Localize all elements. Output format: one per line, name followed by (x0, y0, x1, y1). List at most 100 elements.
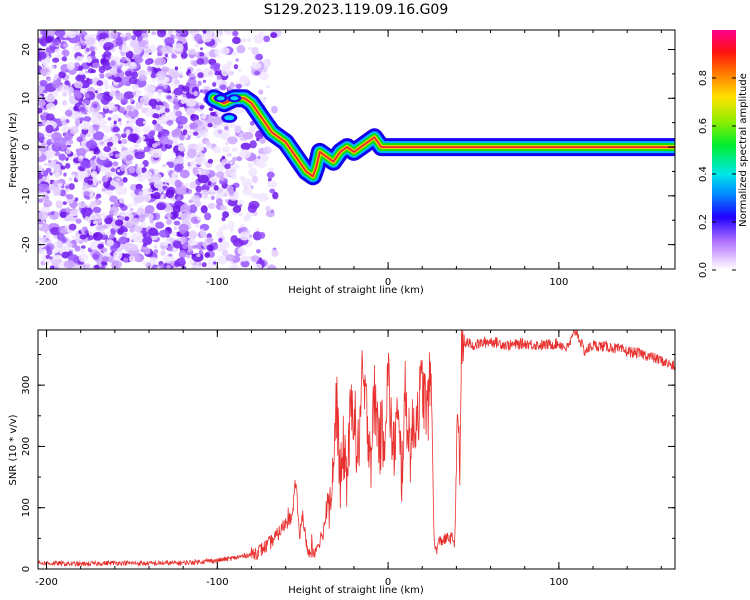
speckle-mark (152, 143, 158, 148)
speckle-mark (151, 105, 157, 110)
speckle-mark (171, 171, 179, 180)
speckle-mark (110, 229, 116, 236)
speckle-mark (196, 58, 205, 65)
speckle-mark (92, 206, 102, 214)
speckle-mark (173, 87, 183, 96)
speckle-mark (188, 204, 198, 214)
speckle-mark (147, 65, 152, 72)
speckle-mark (220, 122, 227, 128)
y-tick-label: 100 (21, 498, 32, 517)
speckle-mark (95, 90, 98, 94)
speckle-mark (217, 54, 222, 58)
speckle-mark (38, 100, 46, 107)
speckle-mark (102, 94, 109, 100)
speckle-mark (125, 129, 131, 135)
speckle-mark (270, 32, 278, 39)
speckle-mark (79, 234, 87, 240)
speckle-mark (59, 227, 68, 234)
speckle-mark (83, 207, 94, 216)
speckle-mark (144, 59, 152, 66)
speckle-mark (99, 141, 104, 145)
speckle-mark (166, 218, 172, 225)
speckle-mark (258, 89, 264, 95)
speckle-mark (65, 207, 71, 213)
speckle-mark (248, 167, 258, 177)
speckle-mark (161, 66, 169, 73)
speckle-mark (131, 71, 139, 79)
speckle-mark (180, 212, 191, 223)
speckle-mark (130, 117, 136, 124)
snr-x-axis: -200 -100 0 100 (35, 330, 662, 588)
speckle-mark (224, 125, 229, 131)
speckle-mark (61, 121, 67, 126)
speckle-mark (69, 126, 79, 135)
speckle-mark (249, 140, 257, 149)
colorbar-gradient (712, 30, 736, 270)
ridge-blob-core (216, 96, 225, 101)
speckle-mark (68, 177, 73, 182)
speckle-mark (267, 177, 272, 182)
colorbar-label: Normalized spectral amplitude (738, 73, 749, 227)
speckle-mark (91, 165, 96, 171)
speckle-mark (46, 43, 50, 48)
speckle-mark (219, 84, 227, 91)
speckle-mark (101, 188, 107, 192)
speckle-mark (67, 86, 75, 95)
speckle-mark (109, 122, 114, 128)
speckle-mark (38, 239, 43, 245)
speckle-mark (66, 61, 75, 71)
speckle-mark (226, 152, 232, 157)
speckle-mark (256, 249, 261, 254)
speckle-mark (38, 150, 42, 157)
speckle-mark (78, 155, 84, 160)
speckle-mark (47, 212, 52, 216)
speckle-mark (116, 247, 123, 252)
speckle-mark (129, 61, 136, 68)
speckle-mark (127, 133, 139, 143)
x-tick-label: -200 (35, 577, 58, 588)
speckle-mark (229, 70, 235, 76)
speckle-mark (115, 177, 121, 182)
speckle-mark (115, 38, 124, 47)
speckle-mark (245, 212, 253, 219)
speckle-mark (38, 107, 43, 114)
speckle-mark (46, 190, 51, 194)
speckle-mark (200, 205, 208, 214)
speckle-mark (78, 253, 89, 263)
speckle-mark (225, 141, 228, 146)
speckle-mark (107, 117, 112, 121)
speckle-mark (42, 194, 50, 202)
speckle-mark (174, 35, 180, 40)
snr-panel: -200 -100 0 100 0 100 200 300 Height of straig… (8, 329, 676, 596)
speckle-mark (167, 30, 174, 35)
speckle-mark (195, 261, 200, 266)
speckle-mark (83, 116, 92, 122)
speckle-mark (92, 62, 101, 69)
speckle-mark (242, 131, 254, 140)
speckle-mark (155, 106, 161, 111)
speckle-mark (254, 263, 263, 269)
speckle-mark (107, 76, 113, 80)
speckle-mark (86, 77, 90, 82)
speckle-mark (150, 148, 163, 158)
speckle-mark (62, 100, 68, 106)
speckle-mark (42, 68, 45, 72)
speckle-mark (232, 36, 241, 45)
speckle-mark (108, 152, 114, 157)
speckle-mark (233, 64, 239, 70)
speckle-mark (93, 103, 98, 109)
speckle-mark (90, 69, 96, 74)
speckle-mark (199, 89, 204, 93)
speckle-mark (173, 103, 180, 110)
speckle-mark (130, 115, 136, 120)
speckle-mark (125, 154, 134, 161)
speckle-mark (44, 162, 48, 166)
speckle-mark (234, 125, 242, 134)
speckle-mark (102, 135, 108, 140)
speckle-mark (132, 30, 143, 36)
speckle-mark (224, 163, 231, 170)
colorbar-tick-label: 0.4 (698, 166, 709, 182)
speckle-mark (135, 163, 138, 168)
speckle-mark (89, 193, 95, 200)
speckle-mark (132, 91, 137, 96)
